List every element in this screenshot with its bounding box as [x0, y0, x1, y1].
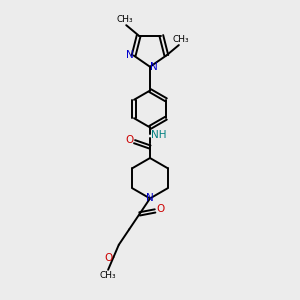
- Text: NH: NH: [151, 130, 167, 140]
- Text: N: N: [150, 62, 158, 72]
- Text: O: O: [156, 204, 164, 214]
- Text: CH₃: CH₃: [172, 35, 189, 44]
- Text: O: O: [125, 135, 134, 145]
- Text: N: N: [126, 50, 134, 60]
- Text: N: N: [146, 193, 153, 203]
- Text: CH₃: CH₃: [116, 15, 133, 24]
- Text: CH₃: CH₃: [100, 271, 116, 280]
- Text: O: O: [104, 253, 112, 263]
